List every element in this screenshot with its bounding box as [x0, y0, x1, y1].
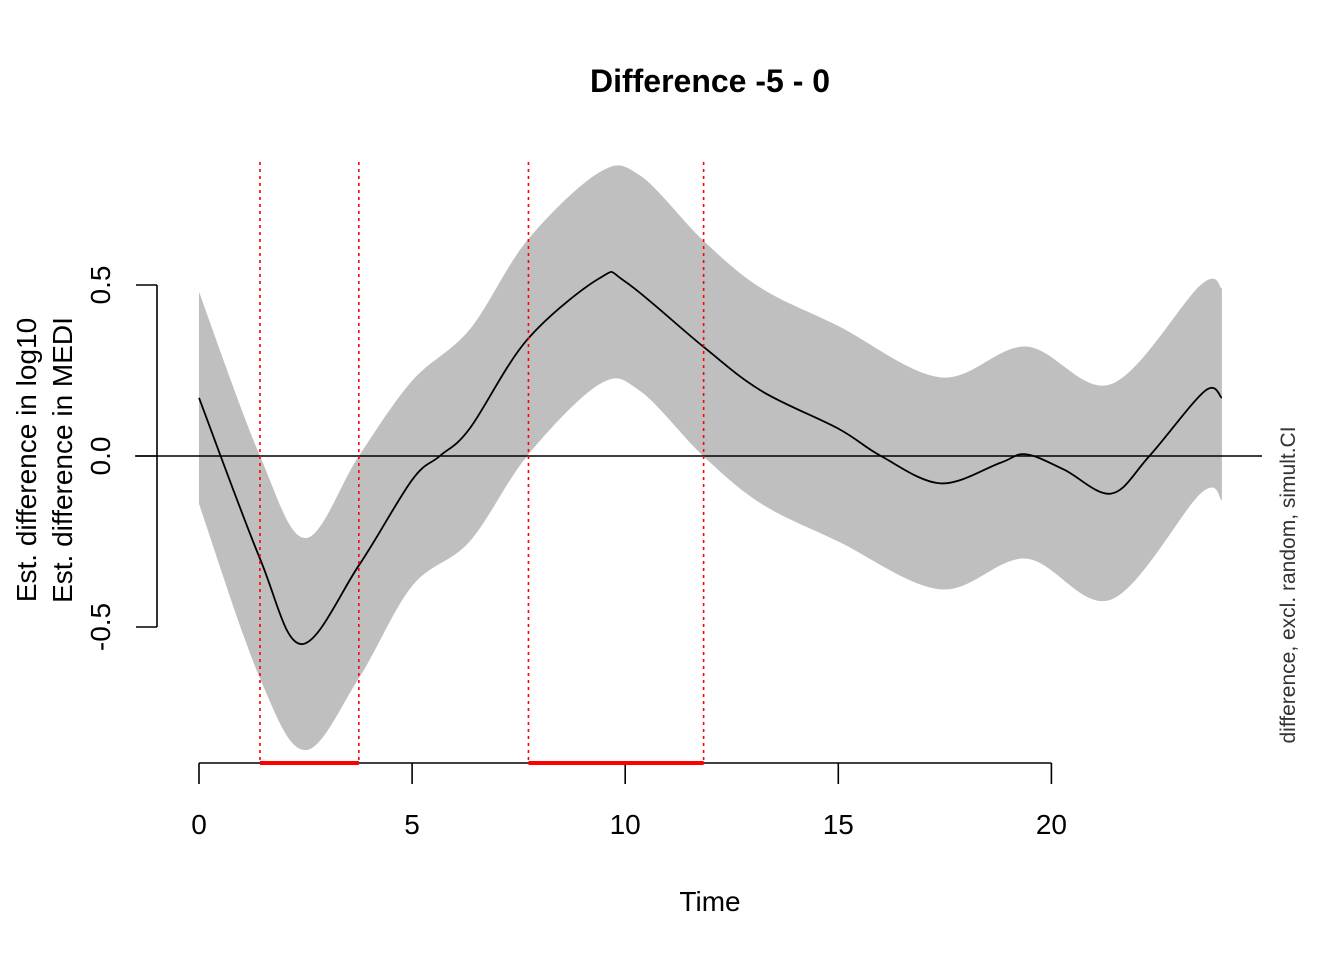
- x-axis-label: Time: [679, 886, 740, 917]
- y-axis-label-1: Est. difference in log10: [11, 318, 42, 602]
- y-tick-label: -0.5: [85, 603, 116, 651]
- x-tick-label: 5: [404, 809, 420, 840]
- y-axis-label-2: Est. difference in MEDI: [47, 317, 78, 603]
- x-tick-label: 0: [191, 809, 207, 840]
- plot-area: 0 5 10 15 20 -0.5 0.0 0.5: [85, 162, 1262, 840]
- right-label: difference, excl. random, simult.CI: [1277, 426, 1300, 743]
- confidence-band: [199, 165, 1222, 751]
- chart-title: Difference -5 - 0: [590, 63, 830, 99]
- x-tick-label: 10: [610, 809, 641, 840]
- x-tick-label: 20: [1036, 809, 1067, 840]
- estimate-line: [198, 271, 1223, 646]
- x-tick-label: 15: [823, 809, 854, 840]
- y-tick-label: 0.5: [85, 266, 116, 305]
- y-tick-label: 0.0: [85, 437, 116, 476]
